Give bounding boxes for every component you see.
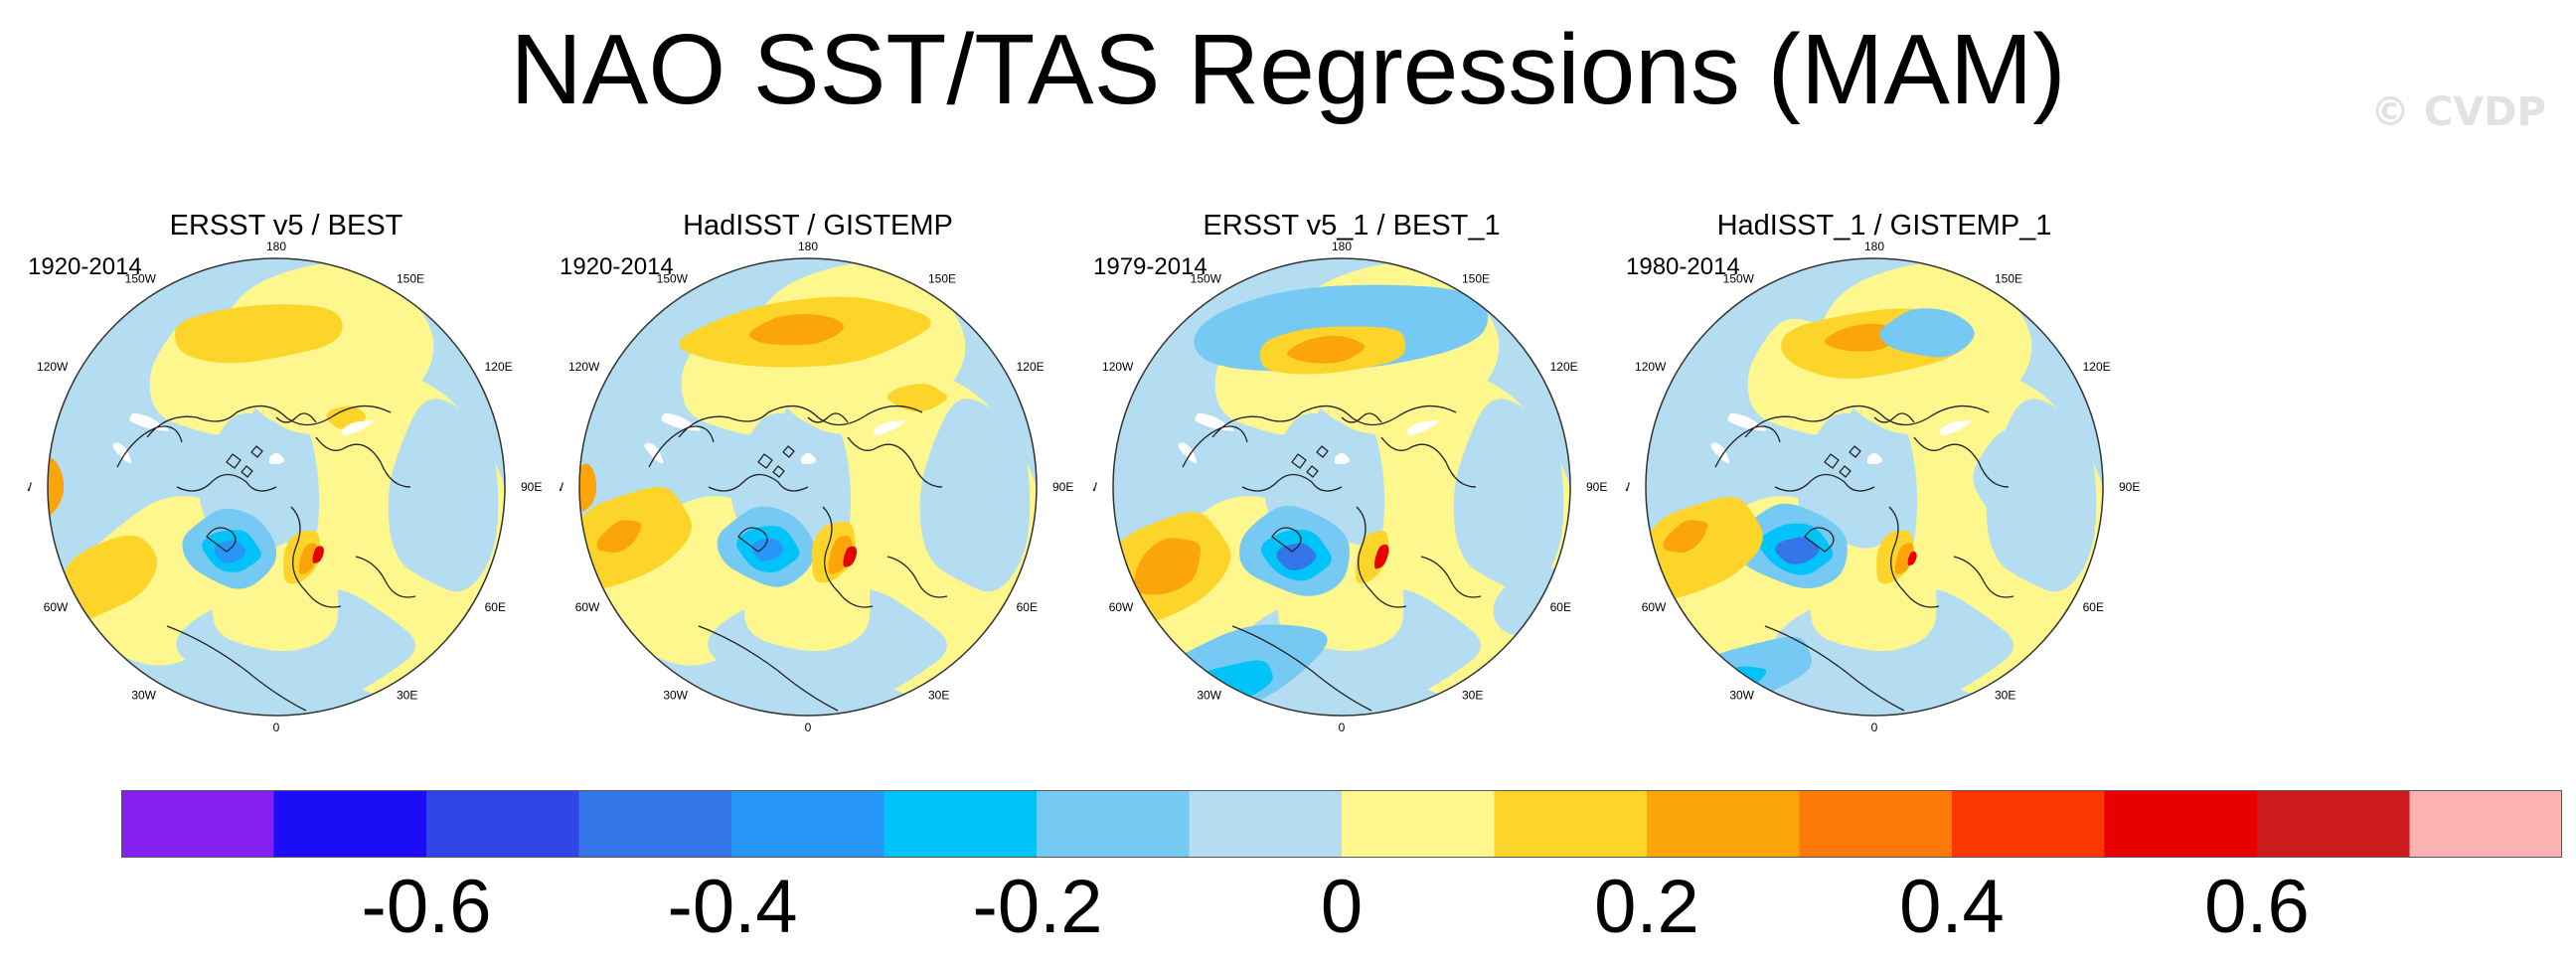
longitude-label: 0 [805, 721, 812, 734]
map-panel-2: HadISST / GISTEMP 1920-2014 180 150E 120E 9… [560, 199, 1076, 755]
longitude-label: 120E [485, 360, 513, 374]
colorbar-label: -0.4 [667, 865, 798, 949]
longitude-label: 180 [1864, 240, 1884, 253]
longitude-label: 30E [397, 689, 417, 703]
panel-title: ERSST v5_1 / BEST_1 [1203, 210, 1501, 241]
longitude-label: 90W [560, 480, 564, 494]
longitude-label: 0 [273, 721, 280, 734]
longitude-label: 60E [485, 600, 506, 614]
longitude-label: 90W [1093, 480, 1098, 494]
map-panel-3: ERSST v5_1 / BEST_1 1979-2014 180 150E 120… [1093, 199, 1610, 755]
longitude-label: 180 [798, 240, 818, 253]
colorbar-labels: -0.6 -0.4 -0.2 0 0.2 0.4 0.6 [0, 863, 2576, 962]
longitude-label: 90E [1052, 480, 1073, 494]
longitude-label: 120W [37, 360, 69, 374]
longitude-label: 60E [2083, 600, 2104, 614]
colorbar-label: 0.2 [1594, 865, 1699, 949]
map-panel-4: HadISST_1 / GISTEMP_1 1980-2014 180 150E 1… [1626, 199, 2143, 755]
longitude-label: 60E [1017, 600, 1038, 614]
panel-title: HadISST / GISTEMP [683, 210, 953, 241]
longitude-label: 150E [1462, 271, 1490, 285]
longitude-label: 120E [2083, 360, 2111, 374]
longitude-label: 30E [1995, 689, 2015, 703]
panel-title: HadISST_1 / GISTEMP_1 [1716, 210, 2052, 241]
colorbar-swatch [1494, 790, 1648, 858]
longitude-label: 90E [521, 480, 542, 494]
longitude-label: 60W [575, 600, 600, 614]
longitude-label: 60W [44, 600, 69, 614]
polar-map: 180 150E 120E 90E 60E 30E 0 30W 60W 90W 120W 150W [1093, 240, 1607, 734]
polar-map: 180 150E 120E 90E 60E 30E 0 30W 60W 90W 120W 150W [560, 240, 1073, 734]
longitude-label: 150W [1191, 271, 1222, 285]
panel-period: 1920-2014 [28, 253, 142, 280]
longitude-label: 30W [1197, 689, 1221, 703]
longitude-label: 0 [1871, 721, 1878, 734]
colorbar-swatch [884, 790, 1038, 858]
colorbar-label: -0.6 [361, 865, 492, 949]
colorbar-swatch [1647, 790, 1801, 858]
longitude-label: 30W [131, 689, 156, 703]
map-panel-1: ERSST v5 / BEST 1920-2014 180 150E 120E 90E… [28, 199, 545, 755]
longitude-label: 150E [928, 271, 956, 285]
colorbar-label: 0.4 [1899, 865, 2005, 949]
longitude-label: 0 [1339, 721, 1346, 734]
colorbar-swatch [273, 790, 427, 858]
cvdp-watermark: © CVDP [2370, 89, 2546, 135]
longitude-label: 90E [1586, 480, 1607, 494]
longitude-label: 90E [2119, 480, 2140, 494]
panel-period: 1920-2014 [560, 253, 674, 280]
longitude-label: 30W [663, 689, 688, 703]
panel-period: 1979-2014 [1093, 253, 1208, 280]
longitude-label: 120W [1102, 360, 1134, 374]
longitude-label: 90W [28, 480, 33, 494]
colorbar-swatch [1342, 790, 1496, 858]
colorbar-swatch [121, 790, 275, 858]
longitude-label: 150W [657, 271, 689, 285]
longitude-label: 60W [1642, 600, 1667, 614]
longitude-label: 120W [1635, 360, 1667, 374]
longitude-label: 30E [928, 689, 949, 703]
longitude-label: 150W [1723, 271, 1755, 285]
panel-title: ERSST v5 / BEST [169, 210, 403, 241]
longitude-label: 30W [1729, 689, 1754, 703]
longitude-label: 180 [1332, 240, 1352, 253]
longitude-label: 150W [125, 271, 157, 285]
longitude-label: 120E [1550, 360, 1578, 374]
colorbar-label: 0 [1320, 865, 1364, 949]
longitude-label: 90W [1626, 480, 1631, 494]
colorbar [121, 790, 2562, 858]
colorbar-label: -0.2 [972, 865, 1103, 949]
longitude-label: 180 [266, 240, 286, 253]
colorbar-label: 0.6 [2204, 865, 2310, 949]
polar-map: 180 150E 120E 90E 60E 30E 0 30W 60W 90W 120W 150W [28, 240, 542, 734]
colorbar-swatch [1189, 790, 1343, 858]
colorbar-swatch [1037, 790, 1191, 858]
longitude-label: 150E [1995, 271, 2022, 285]
colorbar-swatch [1799, 790, 1953, 858]
colorbar-swatch [578, 790, 732, 858]
longitude-label: 150E [397, 271, 424, 285]
longitude-label: 60E [1550, 600, 1571, 614]
longitude-label: 60W [1109, 600, 1134, 614]
polar-map: 180 150E 120E 90E 60E 30E 0 30W 60W 90W 120W 150W [1626, 240, 2140, 734]
colorbar-swatch [1952, 790, 2106, 858]
longitude-label: 120W [568, 360, 600, 374]
colorbar-swatch [731, 790, 886, 858]
colorbar-swatch [426, 790, 580, 858]
longitude-label: 30E [1462, 689, 1483, 703]
longitude-label: 120E [1017, 360, 1045, 374]
colorbar-swatch [2104, 790, 2258, 858]
colorbar-swatch [2409, 790, 2562, 858]
colorbar-swatch [2257, 790, 2411, 858]
figure-title: NAO SST/TAS Regressions (MAM) [510, 14, 2066, 125]
panel-period: 1980-2014 [1626, 253, 1740, 280]
